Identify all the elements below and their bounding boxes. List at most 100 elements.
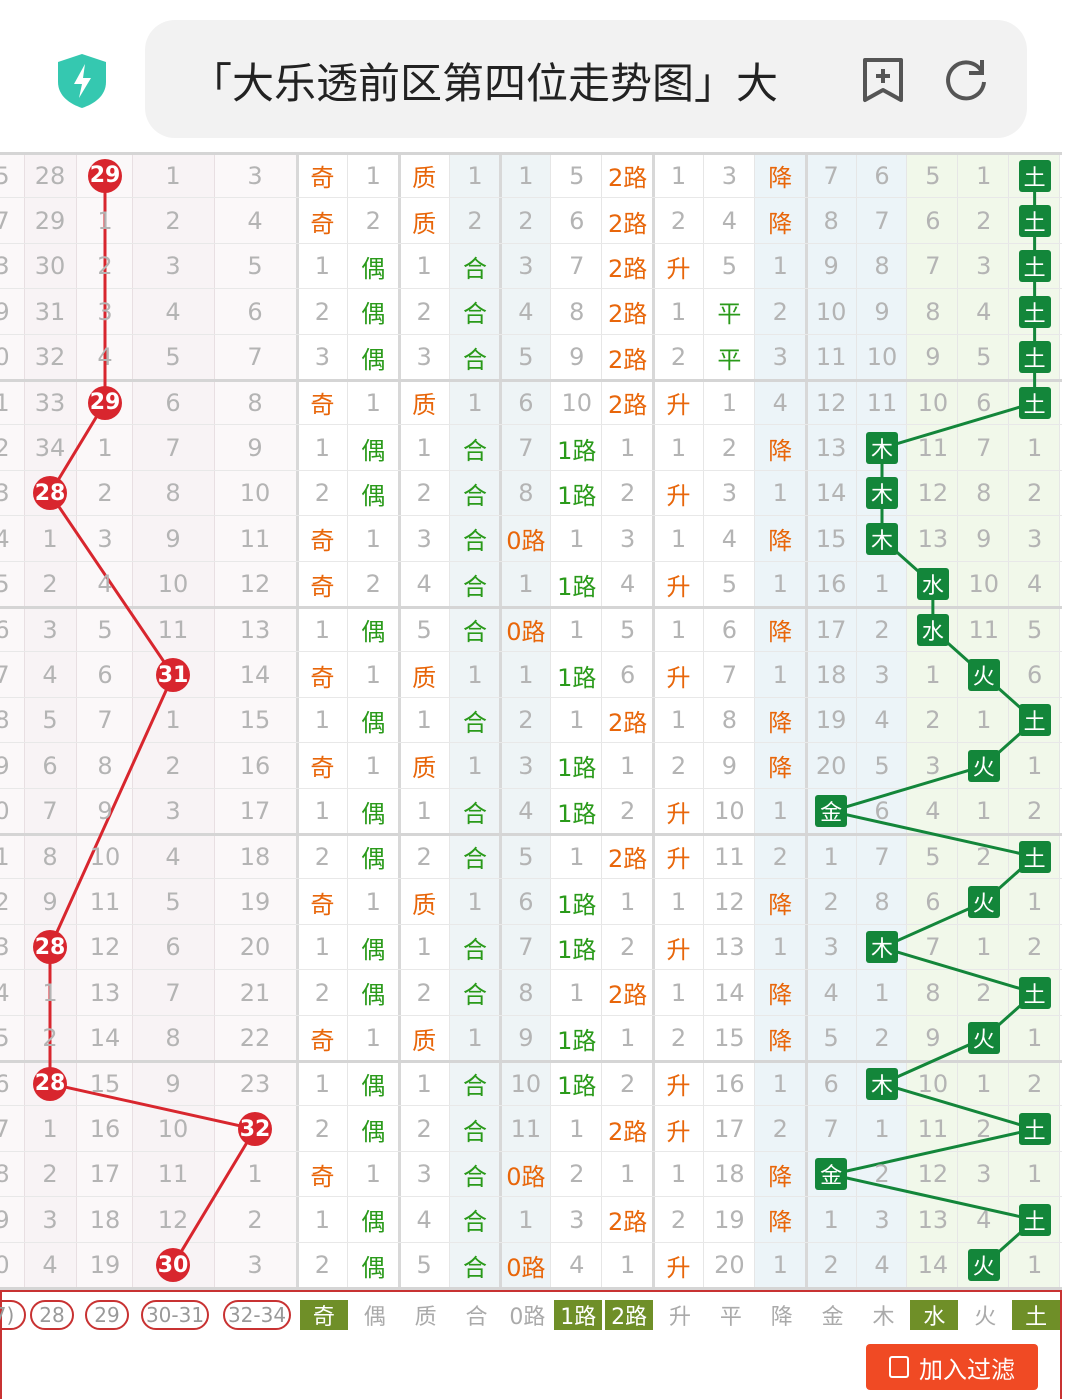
cell: 7 [823, 1115, 839, 1144]
cell: 22 [239, 1024, 271, 1053]
cell: 1 [874, 570, 890, 599]
cell: 2 [365, 207, 381, 236]
cell: 偶 [361, 1117, 386, 1146]
cell: 19 [815, 706, 847, 735]
cell: 6 [518, 888, 534, 917]
cell: 19 [714, 1205, 745, 1234]
cell: 5 [518, 343, 534, 372]
cell: 奇 [310, 164, 335, 193]
cell: 11 [157, 615, 189, 644]
cell: 升 [666, 1253, 691, 1282]
search-box[interactable] [145, 20, 1027, 138]
cell: 4 [416, 1205, 432, 1234]
cell: 8 [97, 751, 113, 780]
cell: 1 [670, 524, 687, 553]
cell: 4 [772, 388, 788, 417]
cell: 6 [42, 751, 58, 780]
cell: 15 [815, 524, 847, 553]
cell: 升 [666, 254, 691, 283]
cell: 5 [165, 343, 181, 372]
row-line [0, 696, 1062, 698]
filter-button[interactable]: 水 [910, 1300, 959, 1330]
cell: 4 [925, 797, 941, 826]
cell: 20 [239, 933, 271, 962]
cell: 1 [314, 615, 331, 644]
range-chip[interactable]: 28 [30, 1300, 74, 1330]
cell: 合 [463, 799, 488, 828]
cell: 8 [925, 297, 941, 326]
cell: 1 [670, 434, 687, 463]
filter-button[interactable]: 降 [757, 1300, 806, 1330]
filter-button[interactable]: 土 [1012, 1300, 1061, 1330]
cell: 14 [89, 1024, 121, 1053]
cell: 4 [620, 570, 636, 599]
cell: 1 [365, 1024, 381, 1053]
add-filter-button[interactable]: 加入过滤 [866, 1344, 1038, 1390]
element-box: 土 [1018, 295, 1051, 328]
cell: 9 [42, 888, 58, 917]
row-line [0, 833, 1062, 836]
column-line [753, 153, 755, 1288]
cell: 17 [89, 1160, 121, 1189]
cell: 0路 [506, 1253, 546, 1282]
cell: 1 [467, 661, 483, 690]
cell: 9 [569, 343, 585, 372]
cell: 2 [416, 1115, 432, 1144]
cell: 0路 [506, 527, 546, 556]
cell: 奇 [310, 391, 335, 420]
cell: 2 [925, 706, 941, 735]
filter-button[interactable]: 偶 [350, 1300, 399, 1330]
filter-button[interactable]: 木 [859, 1300, 908, 1330]
cell: 质 [412, 1026, 437, 1055]
cell: 8 [518, 978, 534, 1007]
cell: 2 [1026, 933, 1043, 962]
filter-button[interactable]: 平 [706, 1300, 755, 1330]
cell: 11 [157, 1160, 189, 1189]
cell: 5 [925, 842, 941, 871]
cell: 7 [165, 978, 181, 1007]
element-box: 土 [1018, 341, 1051, 374]
filter-button[interactable]: 2路 [605, 1300, 654, 1330]
range-chip[interactable]: 30-31 [141, 1300, 209, 1330]
cell: 7 [874, 842, 890, 871]
cell: 9 [874, 297, 890, 326]
filter-button[interactable]: 火 [961, 1300, 1010, 1330]
cell: 20 [714, 1251, 745, 1280]
filter-button[interactable]: 合 [452, 1300, 501, 1330]
cell: 1路 [557, 935, 597, 964]
cell: 18 [815, 661, 847, 690]
range-chip[interactable]: 29 [85, 1300, 129, 1330]
cell: 2 [620, 933, 636, 962]
cell: 2 [518, 207, 534, 236]
cell: 18 [714, 1160, 745, 1189]
element-box: 土 [1018, 1203, 1051, 1236]
row-line [0, 288, 1062, 290]
search-text[interactable]: 「大乐透前区第四位走势图」大 [190, 59, 779, 108]
refresh-icon[interactable] [942, 56, 990, 104]
number-ball: 29 [88, 385, 122, 420]
range-chip[interactable]: 7) [0, 1300, 26, 1330]
cell: 15 [239, 706, 271, 735]
filter-button[interactable]: 奇 [300, 1300, 348, 1330]
filter-button[interactable]: 0路 [503, 1300, 552, 1330]
filter-button[interactable]: 质 [401, 1300, 450, 1330]
cell: 4 [97, 570, 113, 599]
number-ball: 31 [156, 658, 190, 693]
bookmark-icon[interactable] [860, 56, 906, 104]
cell: 5 [823, 1024, 839, 1053]
filter-button[interactable]: 金 [808, 1300, 857, 1330]
cell: 4 [721, 207, 738, 236]
cell: 2 [42, 570, 58, 599]
cell: 4 [518, 297, 534, 326]
range-chip[interactable]: 32-34 [223, 1300, 291, 1330]
column-line [1008, 153, 1010, 1288]
cell: 1 [416, 252, 432, 281]
cell: 13 [239, 615, 271, 644]
cell: 12 [239, 570, 271, 599]
cell: 8 [874, 888, 890, 917]
filter-button[interactable]: 1路 [554, 1300, 603, 1330]
cell: 降 [768, 527, 793, 556]
cell: 降 [768, 1162, 793, 1191]
filter-button[interactable]: 升 [656, 1300, 704, 1330]
cell: 12 [714, 888, 745, 917]
